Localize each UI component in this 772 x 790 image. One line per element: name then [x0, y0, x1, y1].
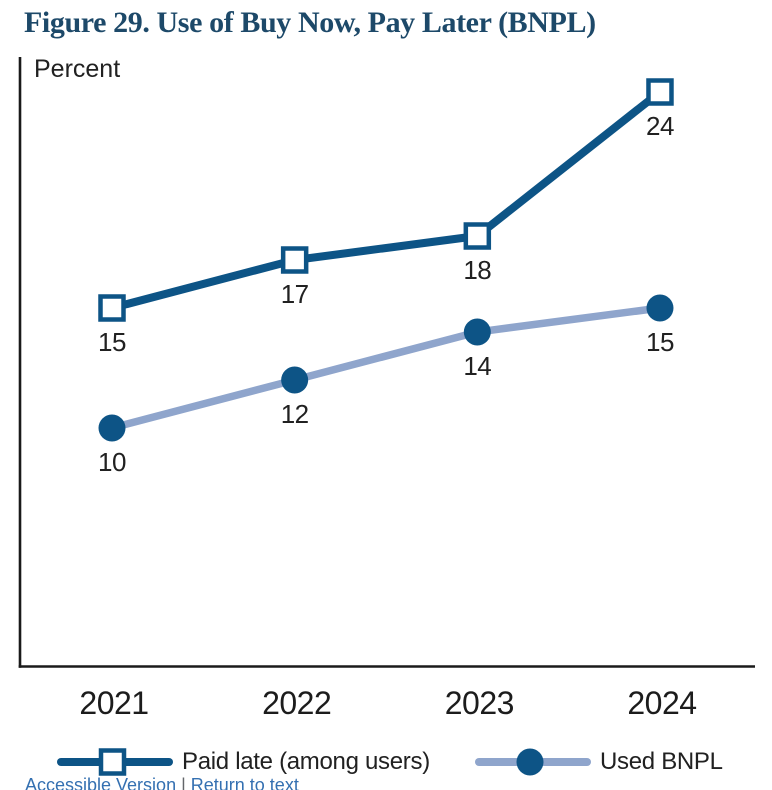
- circle-marker: [281, 366, 309, 394]
- data-label: 12: [280, 399, 309, 429]
- square-marker: [98, 294, 126, 322]
- square-marker: [280, 246, 309, 274]
- square-marker: [463, 222, 492, 250]
- footer-links: Accessible Version | Return to text: [25, 775, 299, 790]
- circle-legend-swatch: [475, 748, 591, 776]
- legend-item-paid-late-among-users: Paid late (among users): [56, 744, 430, 780]
- chart-canvas: [18, 57, 755, 668]
- circle-marker: [646, 294, 674, 322]
- data-label: 15: [98, 327, 126, 357]
- footer-separator: |: [181, 775, 186, 790]
- square-marker: [646, 78, 674, 106]
- accessible-version-link[interactable]: Accessible Version: [25, 775, 177, 790]
- x-tick-label: 2023: [444, 685, 515, 721]
- square-legend-swatch: [57, 748, 173, 776]
- series-line-1: [111, 304, 661, 432]
- data-label: 24: [646, 111, 674, 141]
- data-label: 15: [646, 327, 674, 357]
- legend-label: Used BNPL: [600, 748, 723, 775]
- chart-legend: Paid late (among users) Used BNPL: [0, 744, 772, 780]
- circle-marker: [98, 414, 126, 442]
- data-label: 10: [98, 447, 126, 477]
- legend-label: Paid late (among users): [182, 748, 430, 775]
- x-tick-label: 2024: [627, 685, 697, 721]
- data-label: 14: [463, 351, 492, 381]
- data-label: 18: [463, 255, 492, 285]
- return-to-text-link[interactable]: Return to text: [190, 775, 299, 790]
- circle-marker: [463, 318, 491, 346]
- data-label: 17: [280, 279, 309, 309]
- series-line-0: [110, 88, 663, 312]
- y-axis-unit-label: Percent: [34, 55, 121, 83]
- legend-item-used-bnpl: Used BNPL: [474, 744, 723, 780]
- x-tick-label: 2022: [262, 685, 332, 721]
- figure-title: Figure 29. Use of Buy Now, Pay Later (BN…: [24, 6, 596, 39]
- x-tick-label: 2021: [79, 685, 149, 721]
